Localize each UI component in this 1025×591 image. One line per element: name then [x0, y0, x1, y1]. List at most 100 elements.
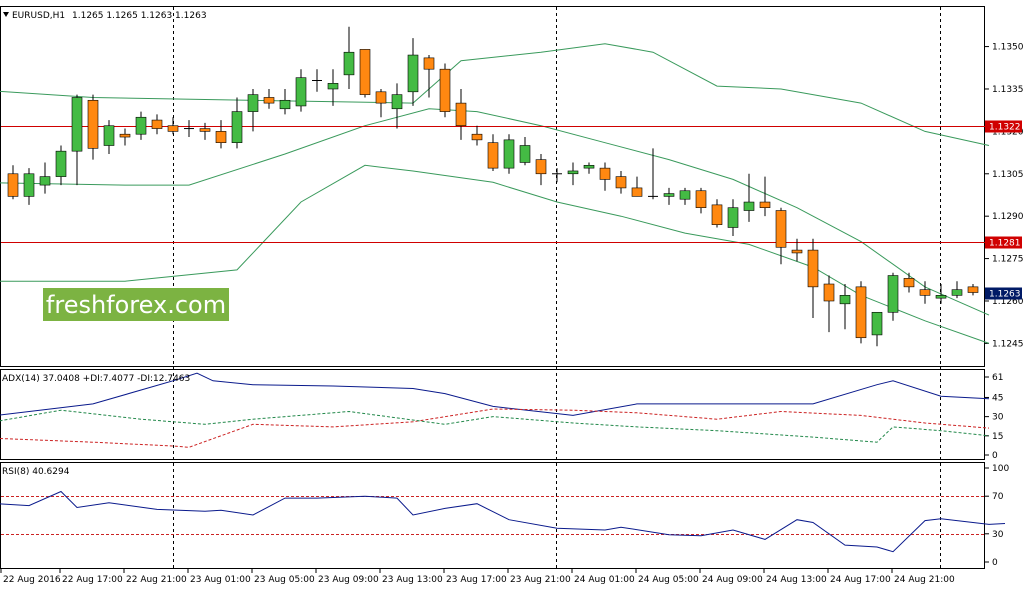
candle-body [455, 102, 467, 127]
candle-body [791, 249, 803, 254]
time-tick-label: 23 Aug 17:00 [446, 575, 507, 585]
time-tick-label: 23 Aug 13:00 [382, 575, 443, 585]
candle [119, 128, 131, 146]
candle [743, 173, 755, 222]
candle-body [615, 176, 627, 189]
candle [663, 187, 675, 205]
candle [695, 187, 707, 214]
candle [39, 162, 51, 194]
candle-body [407, 54, 419, 93]
price-tick-label: 1.1275 [992, 255, 1024, 265]
time-tick-label: 24 Aug 09:00 [702, 575, 763, 585]
level-price-label: 1.1322 [989, 123, 1021, 133]
candle-body [39, 176, 51, 186]
candle-body [695, 190, 707, 209]
candle-body [295, 77, 307, 107]
candle [263, 88, 275, 109]
rsi-tick-label: 70 [992, 492, 1004, 502]
candle [71, 94, 83, 186]
candle [487, 134, 499, 171]
rsi-tick-label: 0 [992, 558, 998, 568]
candle [567, 162, 579, 186]
time-tick-label: 23 Aug 05:00 [254, 575, 315, 585]
candle-body [391, 94, 403, 110]
candle [727, 199, 739, 236]
candle [375, 88, 387, 118]
candle [184, 120, 194, 138]
time-tick-label: 23 Aug 09:00 [318, 575, 379, 585]
candle-body [7, 173, 19, 197]
candle-body [487, 142, 499, 169]
candle-body [599, 167, 611, 180]
price-tick-label: 1.1350 [992, 43, 1024, 53]
candle [823, 275, 835, 333]
level-price-tag [985, 120, 1022, 133]
candle [951, 281, 963, 299]
candle-body [663, 193, 675, 197]
time-tick-label: 24 Aug 01:00 [574, 575, 635, 585]
candle-body [839, 295, 851, 305]
time-tick-label: 22 Aug 21:00 [126, 575, 187, 585]
candle-body [119, 133, 131, 138]
candle-body [631, 187, 643, 197]
candle [935, 284, 947, 304]
candle [151, 114, 163, 135]
ohlc-readout: 1.1265 1.1265 1.1263 1.1263 [72, 11, 207, 21]
candle-body [519, 145, 531, 163]
candle-body [439, 68, 451, 112]
rsi-tick-label: 30 [992, 530, 1004, 540]
adx-title: ADX(14) 37.0408 +DI:7.4077 -DI:12.7463 [2, 374, 190, 384]
candle [871, 311, 883, 347]
adx-series-di-minus [0, 409, 990, 443]
candle-body [679, 190, 691, 200]
adx-series-di-plus [0, 408, 990, 448]
candle-body [871, 311, 883, 336]
candle [327, 69, 339, 106]
time-tick-label: 23 Aug 01:00 [190, 575, 251, 585]
candle [839, 284, 851, 330]
bollinger-middle-band [0, 108, 990, 316]
candle [135, 111, 147, 140]
candle-body [263, 97, 275, 104]
candle-body [503, 139, 515, 169]
candle [423, 55, 435, 98]
candle [791, 238, 803, 262]
candle [967, 284, 979, 296]
candle [855, 281, 867, 344]
candle [215, 120, 227, 149]
rsi-title: RSI(8) 40.6294 [2, 467, 70, 477]
candle-body [471, 133, 483, 141]
candle [55, 145, 67, 186]
candle [87, 94, 99, 160]
candle [199, 122, 211, 140]
symbol-menu-icon[interactable] [3, 12, 9, 17]
level-price-tag [985, 236, 1022, 249]
candle-body [711, 204, 723, 225]
candle [583, 162, 595, 174]
adx-tick-label: 30 [992, 413, 1004, 423]
candle [103, 120, 115, 154]
candle [455, 88, 467, 140]
candle-body [935, 295, 947, 299]
candle-body [903, 278, 915, 288]
price-panel-frame [0, 6, 985, 367]
candle [903, 272, 915, 293]
symbol-title: EURUSD,H1 [12, 11, 65, 21]
level-price-label: 1.1281 [989, 239, 1021, 249]
candle-body [87, 99, 99, 149]
price-tick-label: 1.1245 [992, 339, 1024, 349]
candle-body [151, 119, 163, 129]
candle-body [279, 99, 291, 110]
watermark-text: freshforex.com [46, 291, 226, 319]
candle [679, 187, 691, 205]
candle-body [247, 94, 259, 112]
adx-tick-label: 61 [992, 373, 1003, 383]
candle [599, 162, 611, 191]
candle-body [887, 275, 899, 313]
candle [919, 281, 931, 304]
candle-body [951, 289, 963, 296]
candle-body [919, 289, 931, 296]
candle-body [423, 57, 435, 70]
candle-body [327, 83, 339, 90]
